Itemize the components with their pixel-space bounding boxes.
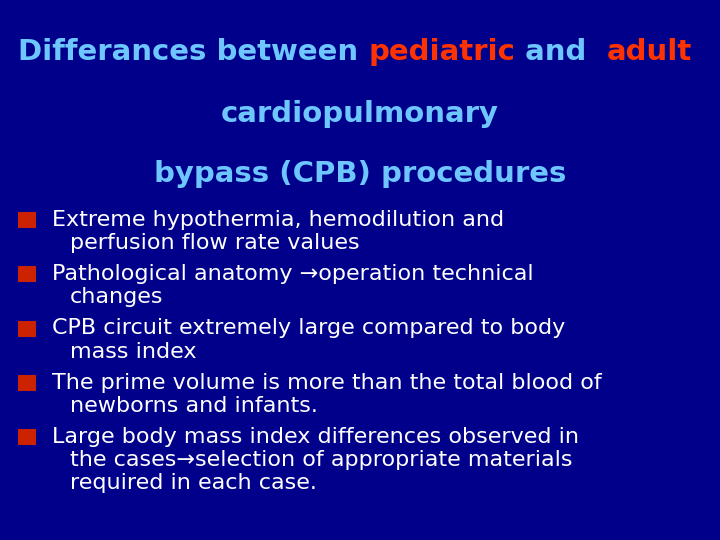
Text: newborns and infants.: newborns and infants.: [70, 396, 318, 416]
Text: changes: changes: [70, 287, 163, 307]
Text: pediatric: pediatric: [368, 38, 515, 66]
Text: The prime volume is more than the total blood of: The prime volume is more than the total …: [52, 373, 602, 393]
Text: adult: adult: [607, 38, 692, 66]
Text: the cases→selection of appropriate materials: the cases→selection of appropriate mater…: [70, 450, 572, 470]
Text: bypass (CPB) procedures: bypass (CPB) procedures: [154, 160, 566, 188]
Text: Extreme hypothermia, hemodilution and: Extreme hypothermia, hemodilution and: [52, 210, 504, 230]
Bar: [18, 429, 36, 445]
Text: CPB circuit extremely large compared to body: CPB circuit extremely large compared to …: [52, 319, 565, 339]
Bar: [18, 266, 36, 282]
Text: required in each case.: required in each case.: [70, 473, 317, 493]
Text: Pathological anatomy →operation technical: Pathological anatomy →operation technica…: [52, 264, 534, 284]
Text: perfusion flow rate values: perfusion flow rate values: [70, 233, 359, 253]
Bar: [18, 321, 36, 336]
Bar: [18, 375, 36, 391]
Text: Differances between: Differances between: [18, 38, 368, 66]
Text: mass index: mass index: [70, 341, 197, 361]
Text: Large body mass index differences observed in: Large body mass index differences observ…: [52, 427, 579, 447]
Text: and: and: [515, 38, 607, 66]
Bar: [18, 212, 36, 228]
Text: cardiopulmonary: cardiopulmonary: [221, 100, 499, 128]
